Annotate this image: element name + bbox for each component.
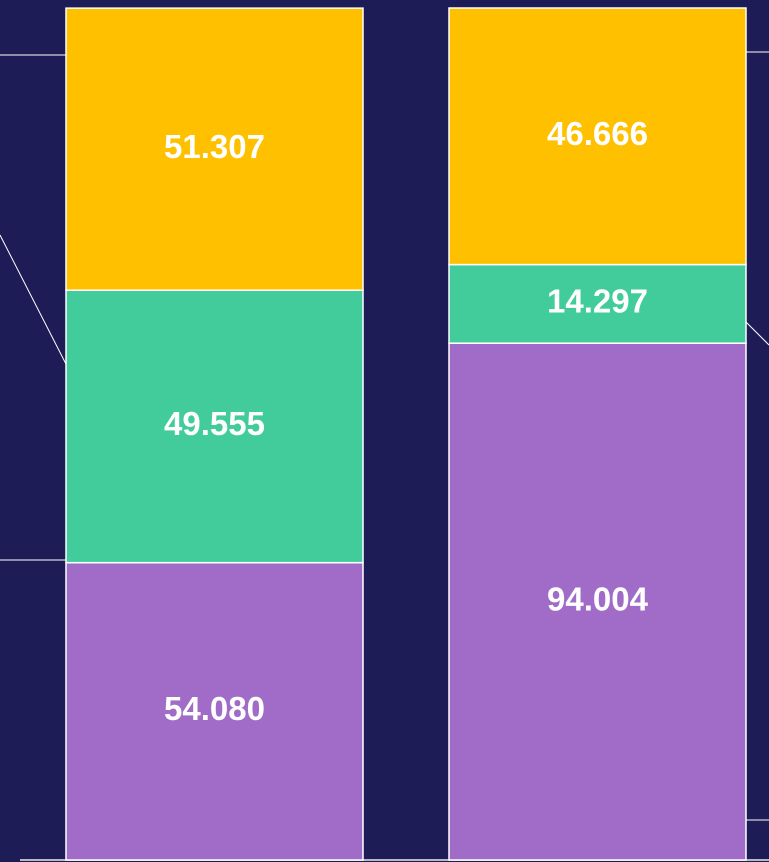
connectors: [0, 51, 769, 821]
connector: [0, 234, 69, 369]
bar-segment: [65, 7, 364, 291]
data-label: 54.080: [164, 690, 265, 727]
bar-segment: [448, 263, 747, 344]
data-label: 49.555: [164, 405, 265, 442]
connector: [745, 321, 769, 346]
data-label: 14.297: [547, 283, 648, 320]
bar-segment: [65, 289, 364, 564]
bar-segment: [448, 7, 747, 266]
data-label: 46.666: [547, 115, 648, 152]
data-label: 51.307: [164, 128, 265, 165]
data-label: 94.004: [547, 580, 649, 617]
bar-segment: [448, 342, 747, 861]
